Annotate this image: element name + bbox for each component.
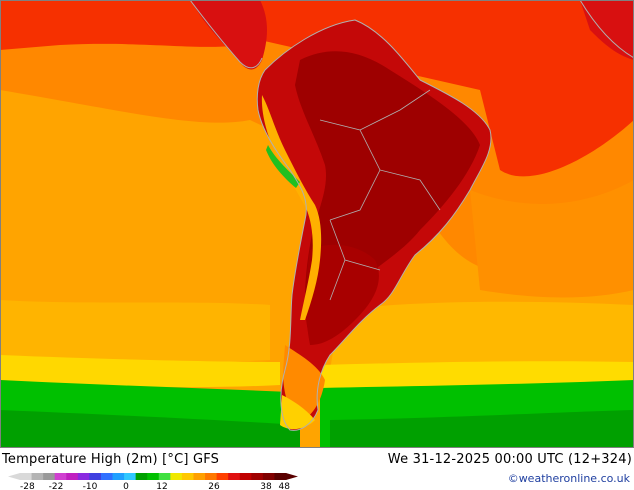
colorbar-tick-label: 26 (208, 482, 220, 490)
colorbar-swatch (205, 473, 218, 480)
colorbar-swatch (274, 473, 287, 480)
colorbar-swatch (112, 473, 125, 480)
border-lines (319, 89, 441, 301)
caribbean-land-ne (580, 0, 634, 60)
colorbar-tick-label: -28 (20, 482, 35, 490)
colorbar-tick-label: 48 (279, 482, 291, 490)
colorbar-swatch (77, 473, 90, 480)
andes-green-patch (266, 145, 300, 188)
colorbar-tick-label: -22 (49, 482, 64, 490)
ocean-cool-band-east (330, 410, 634, 448)
colorbar-swatch (66, 473, 79, 480)
ocean-yellow-band (0, 355, 280, 388)
colorbar-swatch (216, 473, 229, 480)
credit-link[interactable]: ©weatheronline.co.uk (507, 472, 630, 485)
colorbar-swatch (147, 473, 160, 480)
ocean-midlat-band-east (330, 301, 634, 370)
colorbar-tick-label: 0 (123, 482, 129, 490)
colorbar-swatch (20, 473, 32, 480)
map-title: Temperature High (2m) [°C] GFS (2, 452, 220, 467)
colorbar-swatch (100, 473, 113, 480)
colorbar-swatch (181, 473, 194, 480)
ocean-east-orange-band (470, 180, 634, 298)
central-america-land (190, 0, 267, 70)
colorbar-tick-label: -10 (83, 482, 98, 490)
colorbar-swatch (124, 473, 137, 480)
north-coastline (189, 0, 634, 69)
colorbar-tick-label: 12 (156, 482, 167, 490)
tierra-del-fuego (280, 395, 315, 430)
colorbar-swatch (158, 473, 171, 480)
colorbar-swatch (193, 473, 206, 480)
ocean-north-hot-band (0, 0, 634, 177)
colorbar-arrow-right (286, 473, 298, 480)
footer-bar: Temperature High (2m) [°C] GFS We 31-12-… (0, 448, 634, 490)
colorbar-swatch (43, 473, 56, 480)
colorbar-swatch (228, 473, 241, 480)
color-legend: -28 -22 -10 0 12 26 38 48 (8, 473, 298, 490)
ocean-midlat-band (0, 300, 270, 363)
colorbar-swatch (170, 473, 183, 480)
colorbar-swatch (89, 473, 102, 480)
colorbar-swatch (262, 473, 275, 480)
colorbar-swatch (251, 473, 264, 480)
colorbar-swatch (135, 473, 148, 480)
colorbar-tick-label: 38 (260, 482, 272, 490)
forecast-datetime: We 31-12-2025 00:00 UTC (12+324) (387, 452, 632, 467)
southern-core-hot (305, 244, 379, 345)
ocean-cool-band (0, 410, 300, 448)
coastline (256, 19, 492, 431)
colorbar-swatch (239, 473, 252, 480)
colorbar-arrow-left (8, 473, 20, 480)
colorbar-swatch (31, 473, 44, 480)
temperature-map[interactable] (0, 0, 634, 448)
colorbar-swatch (54, 473, 67, 480)
